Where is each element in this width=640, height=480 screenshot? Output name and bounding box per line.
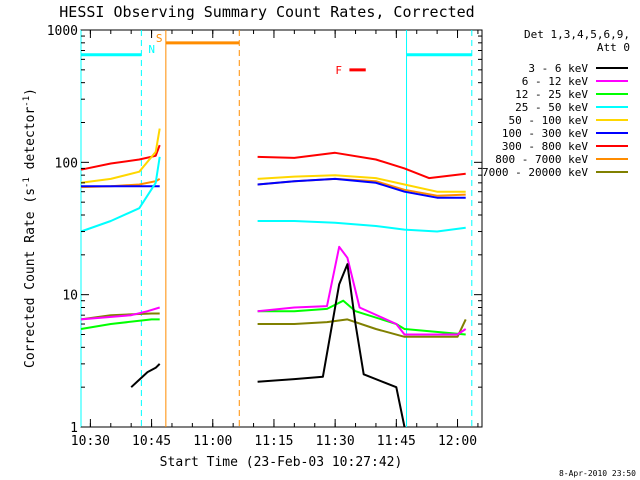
legend-label: 7000 - 20000 keV xyxy=(482,166,588,179)
y-axis-label-sup2: -1 xyxy=(22,96,32,107)
x-tick-label: 11:00 xyxy=(193,434,232,449)
x-axis-label: Start Time (23-Feb-03 10:27:42) xyxy=(160,455,403,470)
legend-label: 50 - 100 keV xyxy=(509,114,589,127)
legend-label: 300 - 800 keV xyxy=(502,140,588,153)
series-line-25-50kev xyxy=(257,220,466,233)
x-tick-label: 11:30 xyxy=(316,434,355,449)
y-tick-label: 1000 xyxy=(47,24,78,39)
x-tick-label: 11:15 xyxy=(254,434,293,449)
saa-flag-label: S xyxy=(156,32,163,45)
series-line-12-25kev xyxy=(80,318,160,330)
y-axis-label-sup1: -1 xyxy=(22,177,32,188)
chart-title: HESSI Observing Summary Count Rates, Cor… xyxy=(59,3,474,21)
series-line-7000-20000kev xyxy=(257,318,467,338)
series-line-6-12kev xyxy=(80,306,160,321)
flare-flag-label: F xyxy=(335,64,342,77)
x-tick-label: 12:00 xyxy=(438,434,477,449)
y-axis-label: Corrected Count Rate (s-1 detector-1) xyxy=(22,88,38,368)
y-axis-label-end: ) xyxy=(23,88,38,96)
y-tick-label: 1 xyxy=(70,421,78,436)
legend-header-line-2: Att 0 xyxy=(597,41,630,54)
y-tick-label: 10 xyxy=(62,289,78,304)
legend-label: 100 - 300 keV xyxy=(502,127,588,140)
plot-area: NS F xyxy=(80,29,483,428)
legend-label: 25 - 50 keV xyxy=(515,101,588,114)
legend-header-line-1: Det 1,3,4,5,6,9, xyxy=(524,28,630,41)
series-line-300-800kev xyxy=(257,151,466,180)
series-line-25-50kev xyxy=(80,156,161,233)
series-line-300-800kev xyxy=(80,144,161,171)
legend-label: 800 - 7000 keV xyxy=(495,153,588,166)
series-line-3-6kev xyxy=(257,263,406,428)
series-line-3-6kev xyxy=(130,363,161,388)
series-line-50-100kev xyxy=(80,128,161,184)
footer-date: 8-Apr-2010 23:50 xyxy=(559,469,636,478)
night-flag-label: N xyxy=(148,43,155,56)
x-tick-label: 11:45 xyxy=(377,434,416,449)
series-layer xyxy=(80,128,467,428)
series-line-6-12kev xyxy=(257,245,467,336)
y-axis-label-main: Corrected Count Rate (s xyxy=(23,188,38,368)
x-tick-label: 10:30 xyxy=(71,434,110,449)
legend-label: 12 - 25 keV xyxy=(515,88,588,101)
series-line-100-300kev xyxy=(257,177,466,199)
x-axis: 10:30 10:45 11:00 11:15 11:30 11:45 12:00 xyxy=(71,30,479,449)
y-tick-label: 100 xyxy=(55,156,78,171)
legend-label: 3 - 6 keV xyxy=(528,62,588,75)
legend-label: 6 - 12 keV xyxy=(522,75,589,88)
series-line-50-100kev xyxy=(257,174,466,193)
x-tick-label: 10:45 xyxy=(132,434,171,449)
y-axis-label-mid: detector xyxy=(23,107,38,178)
series-line-12-25kev xyxy=(257,299,466,336)
y-axis: 1 10 100 1000 xyxy=(47,24,482,436)
orbit-markers-layer: NS F xyxy=(80,30,473,427)
